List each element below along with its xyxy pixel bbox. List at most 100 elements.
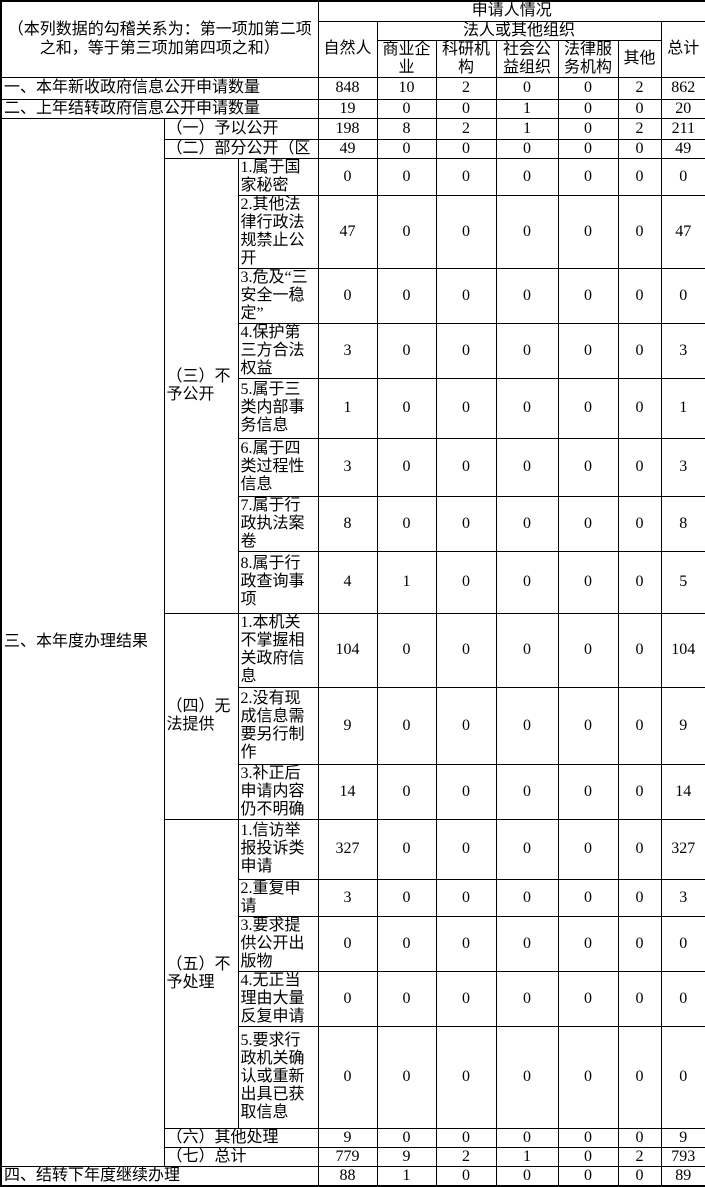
cell-value: 0 <box>435 878 497 917</box>
cell-value: 0 <box>435 157 497 196</box>
header-col-business-enterprise: 商业企业 <box>376 39 437 78</box>
cell-value: 9 <box>317 686 378 765</box>
cell-value: 3 <box>317 322 378 379</box>
cell-value: 9 <box>660 1127 705 1148</box>
group-label: （三）不予公开 <box>163 157 239 614</box>
cell-value: 0 <box>617 1165 662 1186</box>
table-row: 三、本年度办理结果 （一）予以公开 198 8 2 1 0 2 211 <box>0 117 705 1167</box>
group-label: （四）无法提供 <box>163 612 239 820</box>
cell-value: 0 <box>435 686 497 765</box>
cell-value: 0 <box>376 970 437 1027</box>
cell-value: 0 <box>617 970 662 1027</box>
table-row: 7.属于行政执法案卷 8 0 0 0 0 0 8 <box>1 495 705 552</box>
cell-value: 8 <box>376 117 437 140</box>
cell-value: 0 <box>495 915 559 972</box>
cell-value: 0 <box>495 157 559 196</box>
cell-value: 0 <box>495 763 559 820</box>
cell-value: 8 <box>317 495 378 552</box>
cell-value: 0 <box>557 377 619 439</box>
cell-value: 3 <box>317 878 378 917</box>
row-label: 四、结转下年度继续办理 <box>0 1165 319 1186</box>
cell-value: 211 <box>660 117 705 140</box>
cell-value: 0 <box>557 322 619 379</box>
cell-value: 0 <box>495 495 559 552</box>
cell-value: 1 <box>376 550 437 614</box>
cell-value: 779 <box>317 1146 378 1167</box>
cell-value: 0 <box>495 970 559 1027</box>
table-row: （四）无法提供 1.本机关不掌握相关政府信息 104 0 0 0 0 0 104 <box>1 612 705 820</box>
table-row: （七）总计 779 9 2 1 0 2 793 <box>1 1146 705 1167</box>
cell-value: 0 <box>435 1025 497 1129</box>
cell-value: 0 <box>435 550 497 614</box>
row-label: 7.属于行政执法案卷 <box>237 495 319 552</box>
cell-value: 1 <box>317 377 378 439</box>
cell-value: 0 <box>495 818 559 880</box>
cell-value: 9 <box>660 686 705 765</box>
cell-value: 14 <box>660 763 705 820</box>
cell-value: 0 <box>495 550 559 614</box>
cell-value: 0 <box>617 322 662 379</box>
cell-value: 793 <box>660 1146 705 1167</box>
cell-value: 3 <box>317 437 378 497</box>
cell-value: 0 <box>557 437 619 497</box>
cell-value: 0 <box>557 1146 619 1167</box>
cell-value: 1 <box>495 98 559 119</box>
row-label: 3.补正后申请内容仍不明确 <box>237 763 319 820</box>
table-row: 5.要求行政机关确认或重新出具已获取信息 0 0 0 0 0 0 0 <box>1 1025 705 1129</box>
cell-value: 0 <box>557 138 619 159</box>
cell-value: 89 <box>660 1165 705 1186</box>
cell-value: 0 <box>557 117 619 140</box>
table-row: 四、结转下年度继续办理 88 1 0 0 0 0 89 <box>0 1165 705 1186</box>
row-label: （一）予以公开 <box>163 117 319 140</box>
header-col-total: 总计 <box>660 20 705 78</box>
cell-value: 198 <box>317 117 378 140</box>
cell-value: 0 <box>617 437 662 497</box>
cell-value: 0 <box>495 76 559 100</box>
cell-value: 0 <box>435 818 497 880</box>
row-label: （二）部分公开（区 <box>163 138 319 159</box>
cell-value: 0 <box>435 138 497 159</box>
row-label: 一、本年新收政府信息公开申请数量 <box>0 76 319 100</box>
cell-value: 0 <box>557 818 619 880</box>
cell-value: 0 <box>617 1025 662 1129</box>
cell-value: 2 <box>435 117 497 140</box>
cell-value: 49 <box>317 138 378 159</box>
header-applicant-title: 申请人情况 <box>317 0 705 22</box>
table-row: 2.没有现成信息需要另行制作 9 0 0 0 0 0 9 <box>1 686 705 765</box>
group-label-section: 三、本年度办理结果 <box>0 117 165 1167</box>
cell-value: 0 <box>376 878 437 917</box>
cell-value: 0 <box>617 138 662 159</box>
cell-value: 0 <box>557 550 619 614</box>
cell-value: 104 <box>660 612 705 688</box>
cell-value: 0 <box>557 915 619 972</box>
cell-value: 2 <box>617 1146 662 1167</box>
row-label: 8.属于行政查询事项 <box>237 550 319 614</box>
cell-value: 0 <box>495 194 559 269</box>
cell-value: 20 <box>660 98 705 119</box>
cell-value: 0 <box>317 267 378 324</box>
cell-value: 848 <box>317 76 378 100</box>
cell-value: 0 <box>557 495 619 552</box>
cell-value: 0 <box>557 878 619 917</box>
cell-value: 0 <box>376 818 437 880</box>
table-row: 二、上年结转政府信息公开申请数量 19 0 0 1 0 0 20 <box>0 98 705 119</box>
row-label: 3.要求提供公开出版物 <box>237 915 319 972</box>
cell-value: 0 <box>435 970 497 1027</box>
cell-value: 0 <box>617 194 662 269</box>
cell-value: 0 <box>376 763 437 820</box>
cell-value: 0 <box>617 818 662 880</box>
header-stub-note: （本列数据的勾稽关系为：第一项加第二项之和，等于第三项加第四项之和） <box>0 0 319 78</box>
cell-value: 2 <box>435 1146 497 1167</box>
cell-value: 0 <box>660 267 705 324</box>
row-label: 6.属于四类过程性信息 <box>237 437 319 497</box>
table-row: 2.重复申请 3 0 0 0 0 0 3 <box>1 878 705 917</box>
cell-value: 0 <box>376 157 437 196</box>
cell-value: 1 <box>660 377 705 439</box>
cell-value: 0 <box>660 970 705 1027</box>
header-col-social-organization: 社会公益组织 <box>495 39 559 78</box>
cell-value: 0 <box>617 98 662 119</box>
cell-value: 0 <box>495 138 559 159</box>
cell-value: 0 <box>317 970 378 1027</box>
cell-value: 327 <box>660 818 705 880</box>
cell-value: 0 <box>435 915 497 972</box>
